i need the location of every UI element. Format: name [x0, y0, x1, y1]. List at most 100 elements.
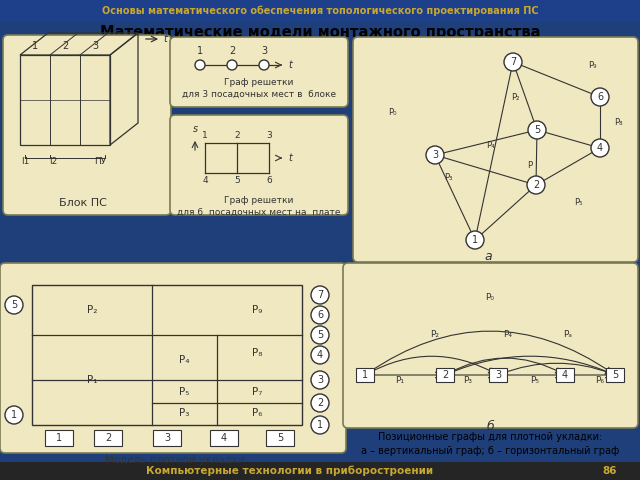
- Circle shape: [528, 121, 546, 139]
- Circle shape: [259, 60, 269, 70]
- Text: 3: 3: [317, 375, 323, 385]
- Text: Блок ПС: Блок ПС: [59, 198, 107, 208]
- Text: 4: 4: [562, 370, 568, 380]
- Text: P₅: P₅: [573, 198, 582, 207]
- Text: P₆: P₆: [595, 376, 605, 385]
- Text: 6: 6: [266, 176, 272, 185]
- Text: 5: 5: [612, 370, 618, 380]
- Text: P₄: P₄: [486, 141, 494, 150]
- FancyBboxPatch shape: [353, 37, 638, 262]
- Text: 1: 1: [56, 433, 62, 443]
- Text: P₈: P₈: [614, 118, 622, 127]
- FancyBboxPatch shape: [170, 37, 348, 107]
- Text: t: t: [288, 60, 292, 70]
- FancyBboxPatch shape: [94, 430, 122, 446]
- Text: 2: 2: [234, 131, 240, 140]
- FancyBboxPatch shape: [0, 462, 640, 480]
- Text: Граф решетки
для 6  посадочных мест на  плате: Граф решетки для 6 посадочных мест на пл…: [177, 196, 340, 217]
- Circle shape: [195, 60, 205, 70]
- Text: 7: 7: [317, 290, 323, 300]
- Text: 4: 4: [202, 176, 208, 185]
- Text: 2: 2: [229, 46, 235, 56]
- Text: P₃: P₃: [179, 408, 189, 418]
- Text: 6: 6: [317, 310, 323, 320]
- Text: 5: 5: [317, 330, 323, 340]
- Text: 3: 3: [164, 433, 170, 443]
- Circle shape: [311, 371, 329, 389]
- Text: Позиционные графы для плотной укладки:
а – вертикальный граф; б – горизонтальный: Позиционные графы для плотной укладки: а…: [361, 432, 619, 456]
- Circle shape: [5, 296, 23, 314]
- Text: 5: 5: [277, 433, 283, 443]
- Circle shape: [311, 346, 329, 364]
- Text: P₃: P₃: [463, 376, 472, 385]
- FancyBboxPatch shape: [153, 430, 181, 446]
- Text: P₀: P₀: [486, 293, 495, 302]
- Text: s: s: [193, 124, 198, 134]
- Circle shape: [311, 326, 329, 344]
- FancyBboxPatch shape: [266, 430, 294, 446]
- Text: P₀: P₀: [388, 108, 396, 117]
- Text: 2: 2: [105, 433, 111, 443]
- Text: ПУ: ПУ: [94, 157, 106, 166]
- FancyBboxPatch shape: [45, 430, 73, 446]
- Circle shape: [527, 176, 545, 194]
- Text: 2: 2: [442, 370, 448, 380]
- Text: 1: 1: [32, 41, 38, 51]
- Text: 5: 5: [11, 300, 17, 310]
- Text: P₅: P₅: [179, 387, 189, 397]
- Text: P₂: P₂: [431, 330, 440, 339]
- Bar: [32, 285, 302, 425]
- Circle shape: [504, 53, 522, 71]
- Text: t: t: [288, 153, 292, 163]
- Text: 4: 4: [317, 350, 323, 360]
- Text: б: б: [486, 420, 494, 433]
- Text: P₂: P₂: [511, 93, 519, 102]
- Text: P₂: P₂: [87, 305, 97, 315]
- Text: 4: 4: [221, 433, 227, 443]
- Circle shape: [311, 416, 329, 434]
- Text: 4: 4: [597, 143, 603, 153]
- Text: 3: 3: [92, 41, 98, 51]
- Text: P₁: P₁: [396, 376, 404, 385]
- Text: 6: 6: [597, 92, 603, 102]
- Text: 1: 1: [472, 235, 478, 245]
- FancyBboxPatch shape: [606, 368, 624, 382]
- Text: а: а: [484, 250, 492, 263]
- Text: Основы математического обеспечения топологического проектирования ПС: Основы математического обеспечения топол…: [102, 6, 538, 16]
- Circle shape: [311, 306, 329, 324]
- FancyBboxPatch shape: [556, 368, 574, 382]
- Text: Математические модели монтажного пространства: Математические модели монтажного простра…: [100, 24, 540, 39]
- Circle shape: [466, 231, 484, 249]
- Text: 1: 1: [317, 420, 323, 430]
- Text: 3: 3: [261, 46, 267, 56]
- Text: P₇: P₇: [252, 387, 262, 397]
- FancyBboxPatch shape: [436, 368, 454, 382]
- Text: P₄: P₄: [504, 330, 513, 339]
- Text: 2: 2: [533, 180, 539, 190]
- Text: 7: 7: [510, 57, 516, 67]
- FancyBboxPatch shape: [356, 368, 374, 382]
- Circle shape: [591, 88, 609, 106]
- Text: P₉: P₉: [252, 305, 262, 315]
- Circle shape: [311, 286, 329, 304]
- FancyBboxPatch shape: [0, 0, 640, 22]
- FancyBboxPatch shape: [210, 430, 238, 446]
- Text: l1: l1: [21, 157, 29, 166]
- Text: 1: 1: [202, 131, 208, 140]
- Text: P₃: P₃: [444, 173, 452, 182]
- Text: 1: 1: [11, 410, 17, 420]
- Text: P₈: P₈: [252, 348, 262, 358]
- Text: 1: 1: [362, 370, 368, 380]
- FancyBboxPatch shape: [343, 263, 638, 428]
- Text: l2: l2: [49, 157, 57, 166]
- Text: P₅: P₅: [531, 376, 540, 385]
- Circle shape: [311, 394, 329, 412]
- Text: 5: 5: [534, 125, 540, 135]
- FancyBboxPatch shape: [0, 263, 346, 453]
- Circle shape: [591, 139, 609, 157]
- FancyBboxPatch shape: [489, 368, 507, 382]
- Text: 2: 2: [62, 41, 68, 51]
- Text: P₁: P₁: [87, 375, 97, 385]
- Text: t: t: [163, 34, 167, 44]
- Text: 3: 3: [495, 370, 501, 380]
